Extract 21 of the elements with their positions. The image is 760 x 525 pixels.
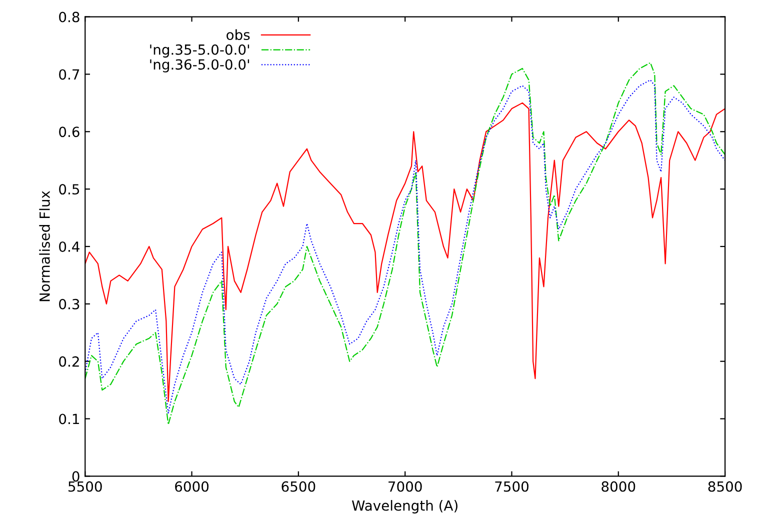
x-tick-label: 5500 <box>68 481 102 492</box>
y-tick-label: 0.2 <box>59 356 79 367</box>
x-tick-label: 8000 <box>602 481 636 492</box>
y-tick-label: 0.8 <box>59 12 80 22</box>
x-tick-label: 8500 <box>708 481 742 492</box>
legend-label: 'ng.36-5.0-0.0' <box>150 59 250 72</box>
y-tick-label: 0.3 <box>59 298 80 310</box>
legend-label: obs <box>226 29 250 40</box>
y-tick-label: 0.4 <box>59 241 80 252</box>
y-tick-label: 0.7 <box>59 69 80 80</box>
x-tick-label: 6500 <box>282 481 316 492</box>
x-tick-label: 7500 <box>495 481 528 492</box>
legend-label: 'ng.35-5.0-0.0' <box>150 44 250 58</box>
x-tick-label: 7000 <box>388 481 422 492</box>
y-axis-title: Normalised Flux <box>39 190 50 302</box>
y-tick-label: 0.6 <box>59 126 80 138</box>
y-tick-label: 0.5 <box>59 184 80 195</box>
x-tick-label: 6000 <box>175 481 209 492</box>
x-axis-title: Wavelength (A) <box>352 500 458 514</box>
y-tick-label: 0.1 <box>59 414 79 424</box>
y-tick-label: 0 <box>72 471 80 482</box>
